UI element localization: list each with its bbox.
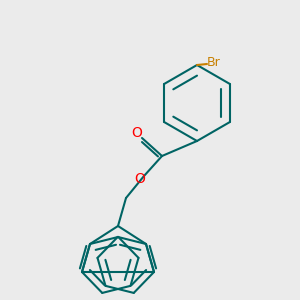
- Text: Br: Br: [207, 56, 221, 68]
- Text: O: O: [135, 172, 146, 186]
- Text: O: O: [132, 126, 142, 140]
